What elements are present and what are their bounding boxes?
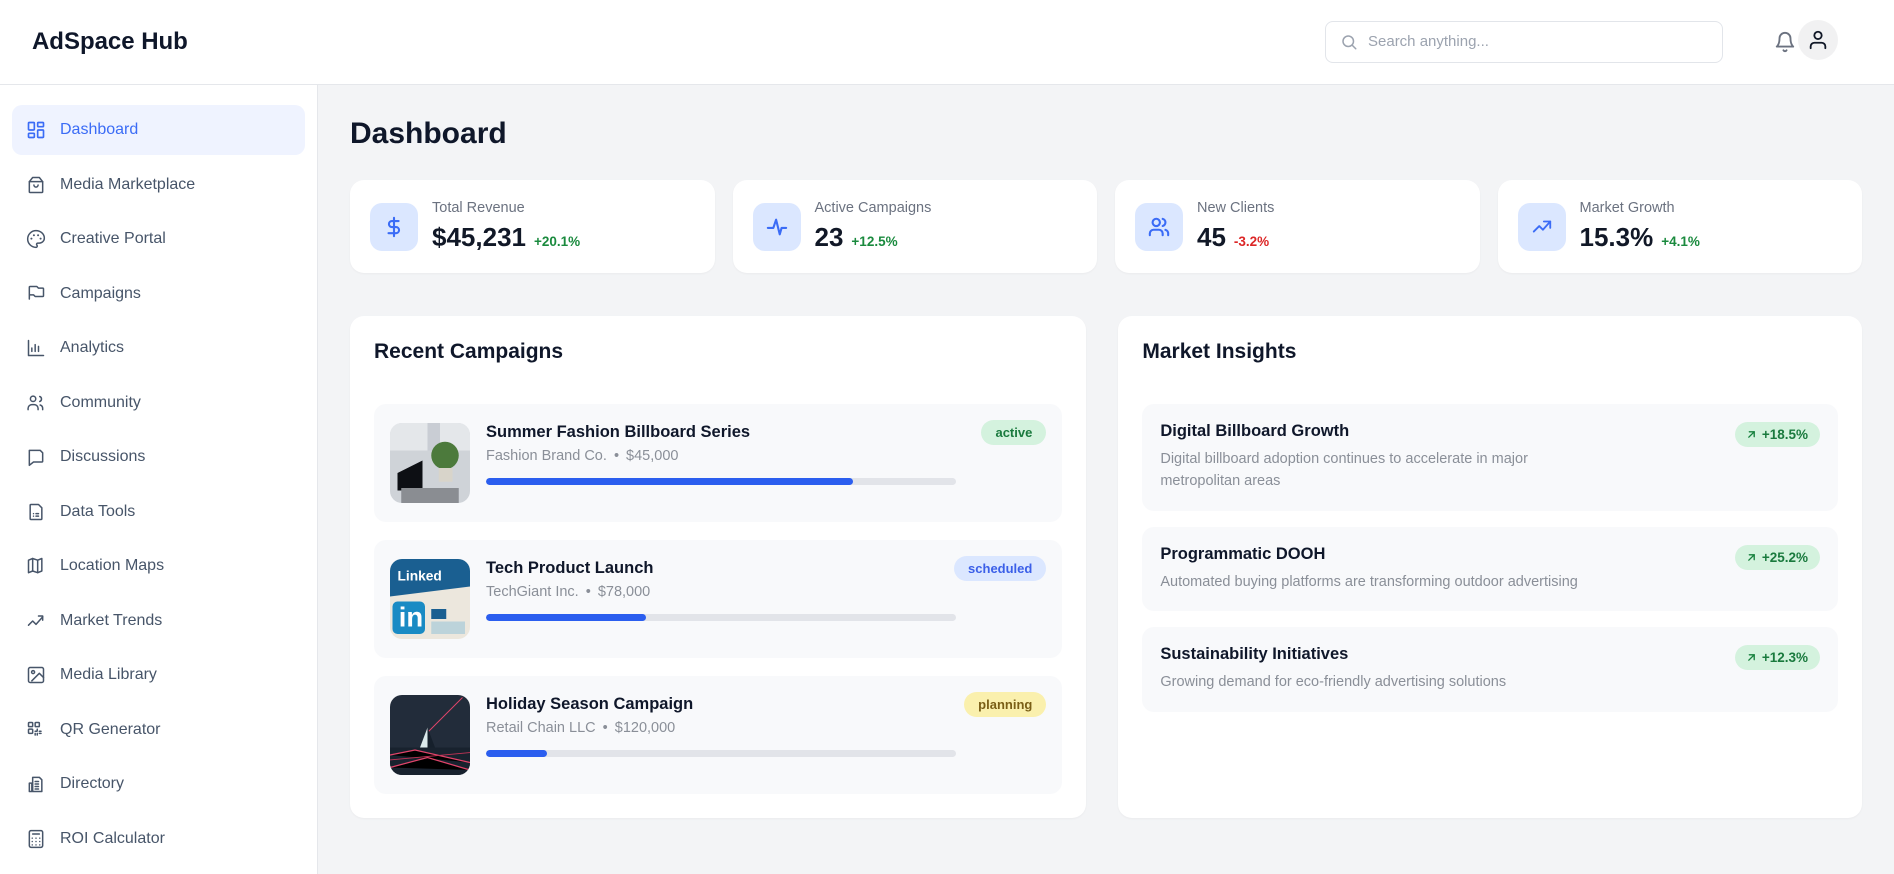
svg-text:Linked: Linked [398, 568, 442, 583]
svg-text:in: in [399, 602, 423, 633]
